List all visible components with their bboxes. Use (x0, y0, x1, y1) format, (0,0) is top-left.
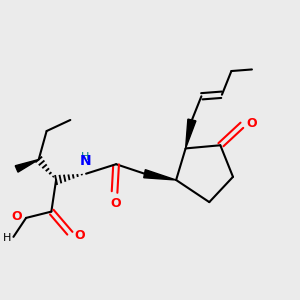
Text: O: O (111, 197, 122, 210)
Text: H: H (81, 152, 90, 162)
Text: N: N (80, 154, 91, 168)
Text: O: O (74, 229, 85, 242)
Text: O: O (12, 210, 22, 223)
Text: H: H (2, 233, 11, 243)
Polygon shape (15, 160, 39, 172)
Polygon shape (144, 170, 176, 180)
Text: O: O (246, 117, 257, 130)
Polygon shape (186, 119, 196, 148)
